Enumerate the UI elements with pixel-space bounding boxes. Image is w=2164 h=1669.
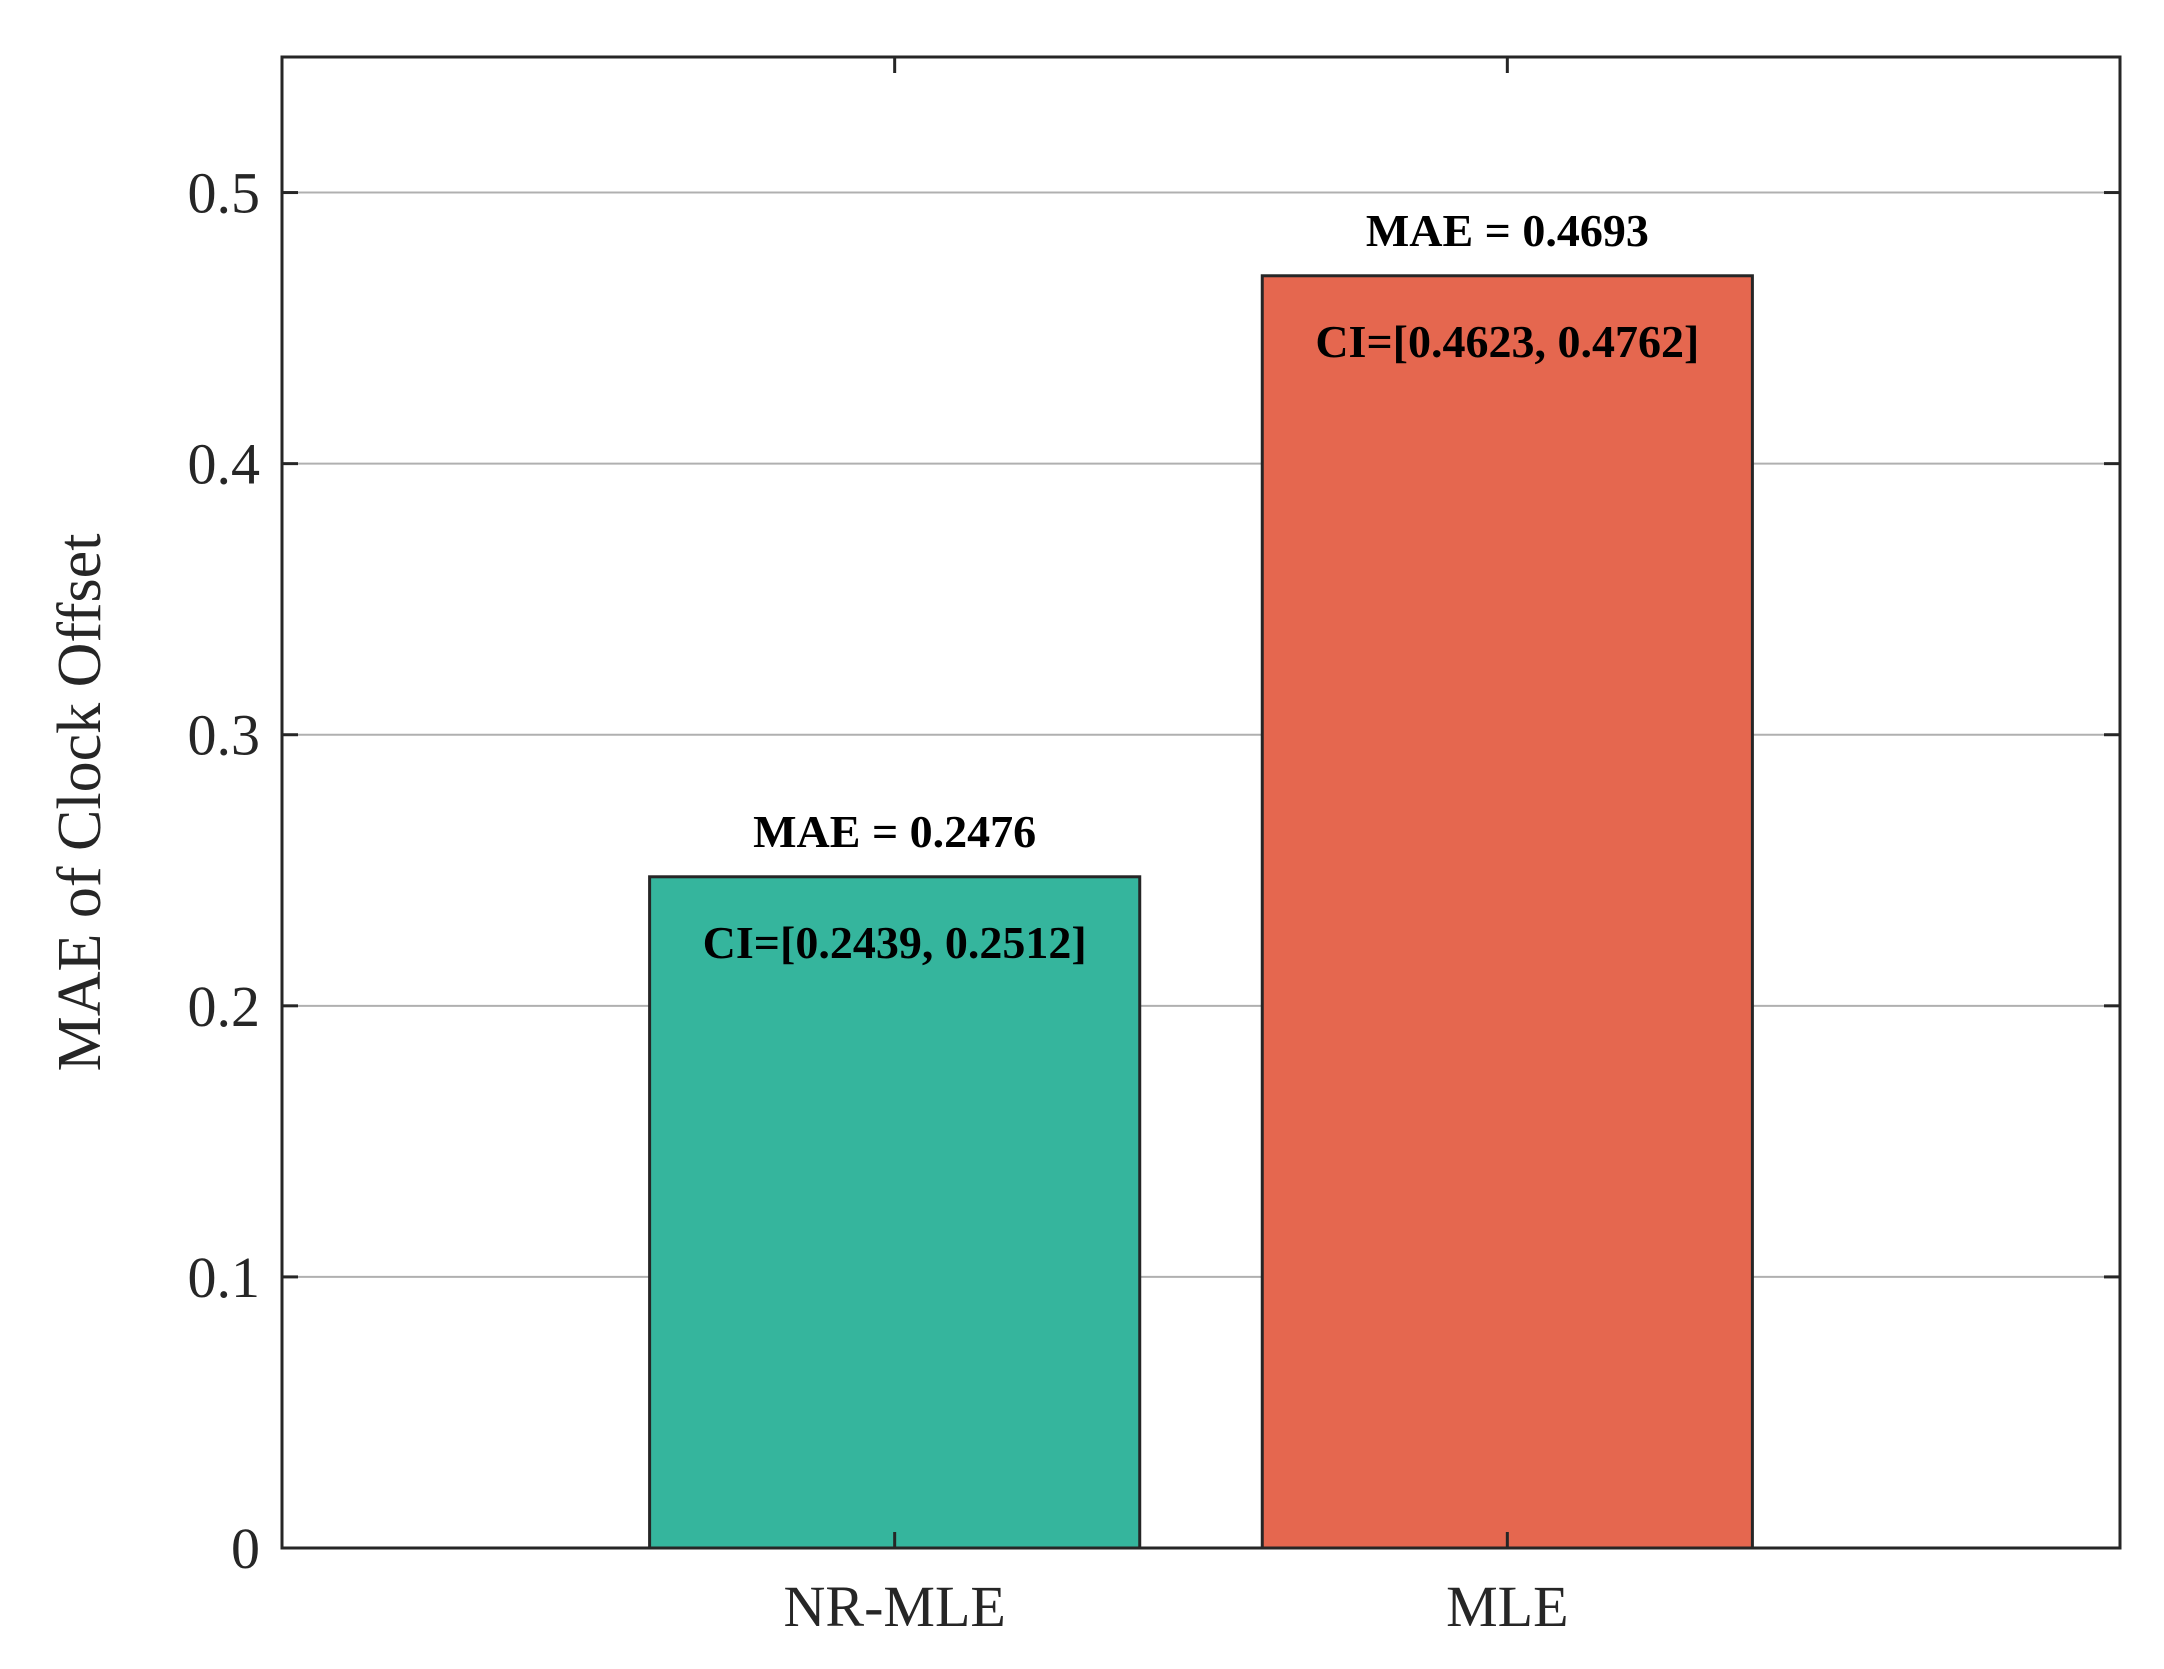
bar-labels: MAE = 0.2476 CI=[0.2439, 0.2512] MAE = 0.4… [703, 205, 1700, 968]
y-tick-label-2: 0.2 [188, 974, 261, 1039]
x-tick-label-nr-mle: NR-MLE [784, 1574, 1006, 1639]
x-tick-label-mle: MLE [1446, 1574, 1568, 1639]
bars [648, 274, 1754, 1550]
bar-ci-label-nr-mle: CI=[0.2439, 0.2512] [703, 917, 1087, 968]
axis-ticks: 0 0.1 0.2 0.3 0.4 0.5 NR-MLE MLE [188, 57, 2120, 1639]
y-tick-label-1: 0.1 [188, 1245, 261, 1310]
plot-frame [280, 55, 2122, 1550]
y-axis-title: MAE of Clock Offset [46, 534, 114, 1072]
y-tick-label-3: 0.3 [188, 703, 261, 768]
bar-ci-label-mle: CI=[0.4623, 0.4762] [1315, 316, 1699, 367]
y-tick-label-4: 0.4 [188, 432, 261, 497]
y-tick-label-0: 0 [231, 1516, 260, 1581]
plot-background [282, 57, 2120, 1548]
y-tick-label-5: 0.5 [188, 161, 261, 226]
grid-lines [282, 191, 2120, 1278]
bar-nr-mle [648, 875, 1142, 1550]
bar-value-label-mle: MAE = 0.4693 [1366, 205, 1649, 256]
bar-value-label-nr-mle: MAE = 0.2476 [753, 806, 1036, 857]
bar-mle [1260, 274, 1754, 1550]
